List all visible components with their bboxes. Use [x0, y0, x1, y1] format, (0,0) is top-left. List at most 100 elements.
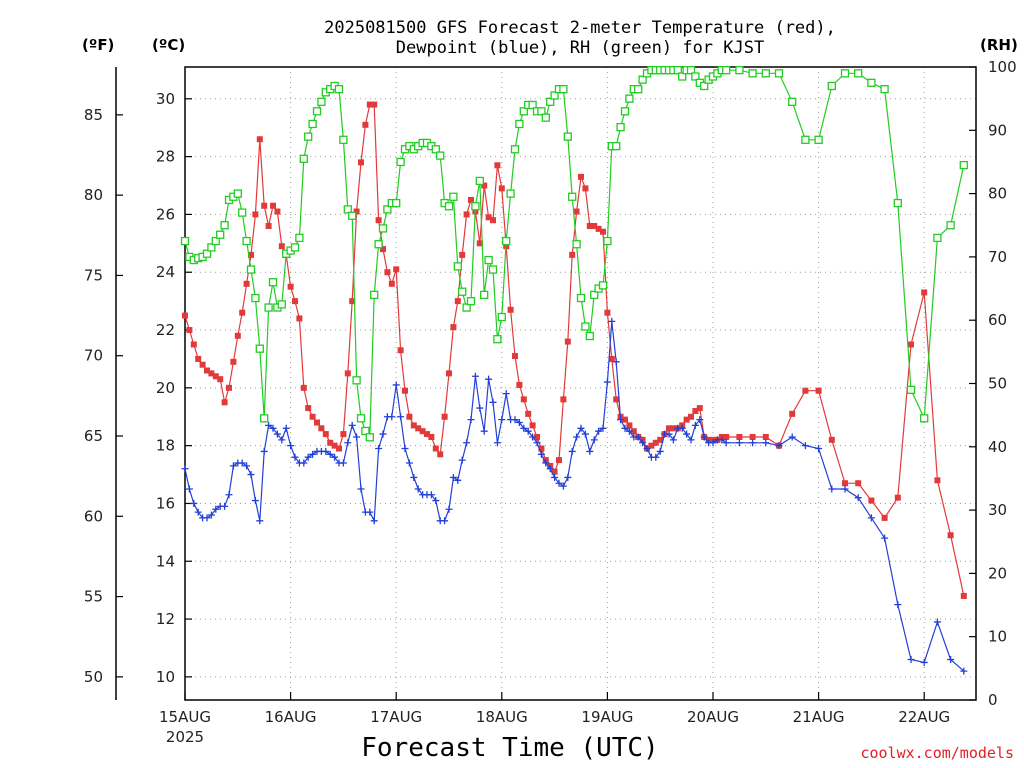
temperature-point	[270, 202, 276, 209]
temperature-point	[564, 338, 571, 345]
x-tick-sublabel: 2025	[166, 728, 204, 746]
dewpoint-point	[643, 445, 651, 453]
dewpoint-point	[595, 427, 603, 435]
dewpoint-point	[326, 450, 334, 458]
rh-tick-label: 100	[988, 58, 1017, 76]
temperature-point	[402, 387, 408, 394]
rh-point	[238, 208, 247, 217]
dewpoint-point	[190, 499, 198, 507]
fahrenheit-unit-label: (ºF)	[82, 36, 115, 54]
rh-point	[854, 69, 863, 78]
rh-point	[444, 202, 454, 211]
rh-point	[431, 145, 440, 154]
rh-point	[277, 300, 286, 309]
dewpoint-point	[960, 667, 968, 675]
dewpoint-point	[471, 372, 479, 380]
dewpoint-point	[788, 433, 796, 441]
temperature-point	[441, 413, 448, 420]
dewpoint-point	[700, 433, 708, 441]
rh-tick-label: 50	[988, 375, 1007, 393]
dewpoint-point	[260, 447, 268, 455]
temperature-point	[212, 373, 219, 380]
fahrenheit-tick-label: 55	[84, 588, 103, 606]
rh-point	[735, 66, 744, 75]
rh-point	[449, 192, 458, 201]
rh-point	[290, 243, 300, 252]
temperature-point	[855, 480, 862, 487]
temperature-point	[300, 384, 307, 391]
temperature-point	[349, 298, 356, 305]
temperature-point	[551, 468, 558, 475]
dewpoint-point	[520, 424, 528, 432]
dewpoint-point	[269, 424, 277, 432]
fahrenheit-tick-label: 85	[84, 106, 103, 124]
dewpoint-point	[801, 442, 809, 450]
temperature-point	[683, 416, 690, 423]
rh-point	[312, 107, 322, 116]
rh-point	[546, 97, 555, 106]
dewpoint-point	[432, 497, 440, 505]
rh-point	[673, 66, 682, 75]
rh-point	[220, 221, 229, 230]
rh-point	[722, 66, 731, 75]
temperature-point	[204, 367, 210, 374]
temperature-point	[331, 442, 338, 449]
rh-point	[559, 85, 568, 94]
temperature-point	[278, 243, 285, 250]
rh-point	[180, 236, 190, 246]
temperature-point	[208, 370, 215, 377]
dewpoint-point	[212, 505, 220, 513]
rh-point	[497, 312, 506, 322]
rh-point	[392, 198, 401, 208]
rh-point	[246, 265, 256, 274]
dewpoint-point	[366, 508, 374, 516]
dewpoint-point	[397, 413, 405, 421]
dewpoint-point	[920, 658, 928, 666]
temperature-point	[881, 514, 888, 521]
temperature-point	[256, 136, 263, 143]
dewpoint-point	[243, 462, 251, 470]
temperature-point	[762, 433, 769, 440]
temperature-point	[437, 451, 444, 458]
dewpoint-point	[722, 439, 730, 447]
dewpoint-point	[775, 442, 783, 450]
temperature-point	[353, 208, 360, 215]
rh-point	[598, 281, 608, 290]
fahrenheit-tick-label: 60	[84, 507, 103, 525]
rh-point	[493, 335, 502, 344]
dewpoint-point	[933, 618, 941, 626]
dewpoint-point	[304, 453, 312, 461]
temperature-point	[802, 387, 809, 394]
temperature-point	[366, 101, 373, 108]
temperature-point	[454, 298, 461, 305]
temperature-point	[287, 283, 294, 290]
celsius-tick-label: 18	[156, 437, 175, 455]
rh-tick-label: 60	[988, 311, 1007, 329]
dewpoint-point	[229, 462, 237, 470]
dewpoint-point	[309, 450, 317, 458]
temperature-point	[226, 384, 232, 391]
rh-point	[616, 122, 625, 132]
temperature-point	[626, 422, 633, 429]
rh-point	[700, 81, 709, 91]
dewpoint-point	[414, 485, 422, 493]
rh-point	[361, 426, 370, 436]
dewpoint-point	[639, 439, 647, 447]
temperature-point	[261, 202, 268, 209]
temperature-point	[463, 211, 470, 218]
dewpoint-point	[278, 436, 286, 444]
rh-point	[462, 303, 471, 312]
dewpoint-point	[225, 491, 233, 499]
celsius-tick-label: 28	[156, 148, 175, 166]
dewpoint-point	[599, 424, 607, 432]
dewpoint-point	[551, 473, 559, 481]
dewpoint-point	[678, 424, 686, 432]
temperature-point	[384, 269, 391, 276]
celsius-tick-label: 12	[156, 610, 175, 628]
temperature-point	[622, 416, 628, 423]
rh-point	[383, 205, 392, 214]
dewpoint-point	[617, 416, 625, 424]
temperature-point	[538, 445, 545, 452]
temperature-point	[582, 185, 589, 192]
dewpoint-point	[718, 436, 726, 444]
